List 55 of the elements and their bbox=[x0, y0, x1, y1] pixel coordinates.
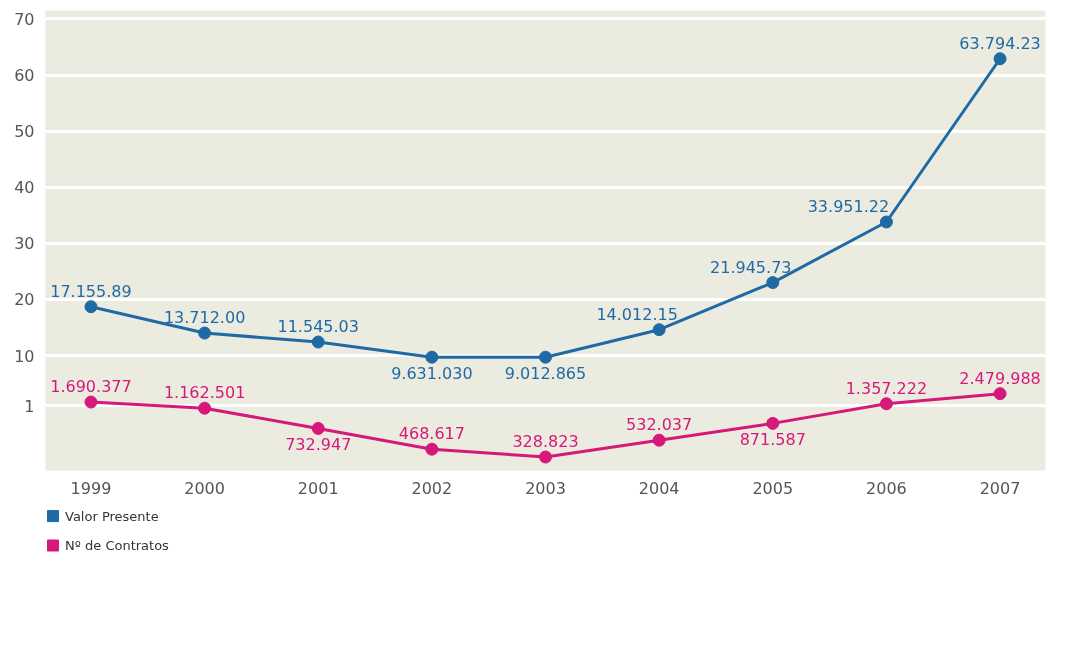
y-tick-label: 20 bbox=[14, 290, 35, 310]
annotation: 14.012.15 bbox=[596, 304, 678, 324]
annotation: 328.823 bbox=[512, 432, 579, 452]
point bbox=[84, 395, 98, 409]
point bbox=[879, 397, 893, 411]
y-tick-label: 10 bbox=[14, 346, 35, 366]
point bbox=[539, 450, 552, 464]
point bbox=[198, 326, 212, 340]
annotation: 871.587 bbox=[739, 430, 806, 450]
y-tick-label: 50 bbox=[14, 122, 35, 142]
y-tick-label: 40 bbox=[14, 178, 35, 198]
legend-label: Nº de Contratos bbox=[65, 538, 170, 553]
point bbox=[652, 433, 666, 447]
point bbox=[879, 215, 893, 229]
annotation: 63.794.23 bbox=[959, 33, 1041, 53]
point bbox=[425, 442, 439, 456]
point bbox=[198, 401, 212, 415]
y-tick-label: 60 bbox=[14, 66, 35, 86]
x-tick-label: 2001 bbox=[297, 478, 339, 498]
annotation: 732.947 bbox=[285, 435, 352, 455]
point bbox=[84, 300, 98, 314]
y-tick-label: 70 bbox=[14, 9, 35, 29]
point bbox=[766, 416, 780, 430]
x-tick-label: 1999 bbox=[70, 478, 112, 498]
annotation: 2.479.988 bbox=[959, 368, 1041, 388]
x-tick-label: 2007 bbox=[979, 478, 1021, 498]
annotation: 9.631.030 bbox=[391, 364, 473, 384]
annotation: 17.155.89 bbox=[50, 281, 132, 301]
annotation: 1.162.501 bbox=[163, 383, 246, 403]
point bbox=[993, 387, 1007, 401]
annotation: 468.617 bbox=[398, 424, 465, 444]
annotation: 532.037 bbox=[626, 415, 693, 435]
legend-label: Valor Presente bbox=[65, 508, 159, 524]
annotation: 21.945.73 bbox=[710, 257, 792, 277]
point bbox=[311, 421, 325, 435]
x-tick-label: 2006 bbox=[866, 478, 907, 498]
y-tick-label: 1 bbox=[24, 396, 35, 416]
point bbox=[652, 323, 666, 337]
point bbox=[539, 350, 552, 364]
point bbox=[993, 52, 1007, 66]
x-tick-label: 2003 bbox=[525, 478, 566, 498]
x-tick-label: 2005 bbox=[752, 478, 794, 498]
point bbox=[425, 350, 439, 364]
annotation: 1.357.222 bbox=[845, 378, 928, 398]
x-tick-label: 2004 bbox=[638, 478, 680, 498]
x-tick-label: 2000 bbox=[184, 478, 225, 498]
x-tick-label: 2002 bbox=[411, 478, 453, 498]
annotation: 33.951.22 bbox=[807, 196, 890, 216]
point bbox=[766, 276, 780, 290]
annotation: 1.690.377 bbox=[50, 377, 132, 397]
annotation: 13.712.00 bbox=[163, 308, 246, 328]
point bbox=[311, 335, 325, 349]
y-tick-label: 30 bbox=[14, 234, 35, 254]
annotation: 11.545.03 bbox=[277, 317, 359, 337]
annotation: 9.012.865 bbox=[504, 364, 587, 384]
